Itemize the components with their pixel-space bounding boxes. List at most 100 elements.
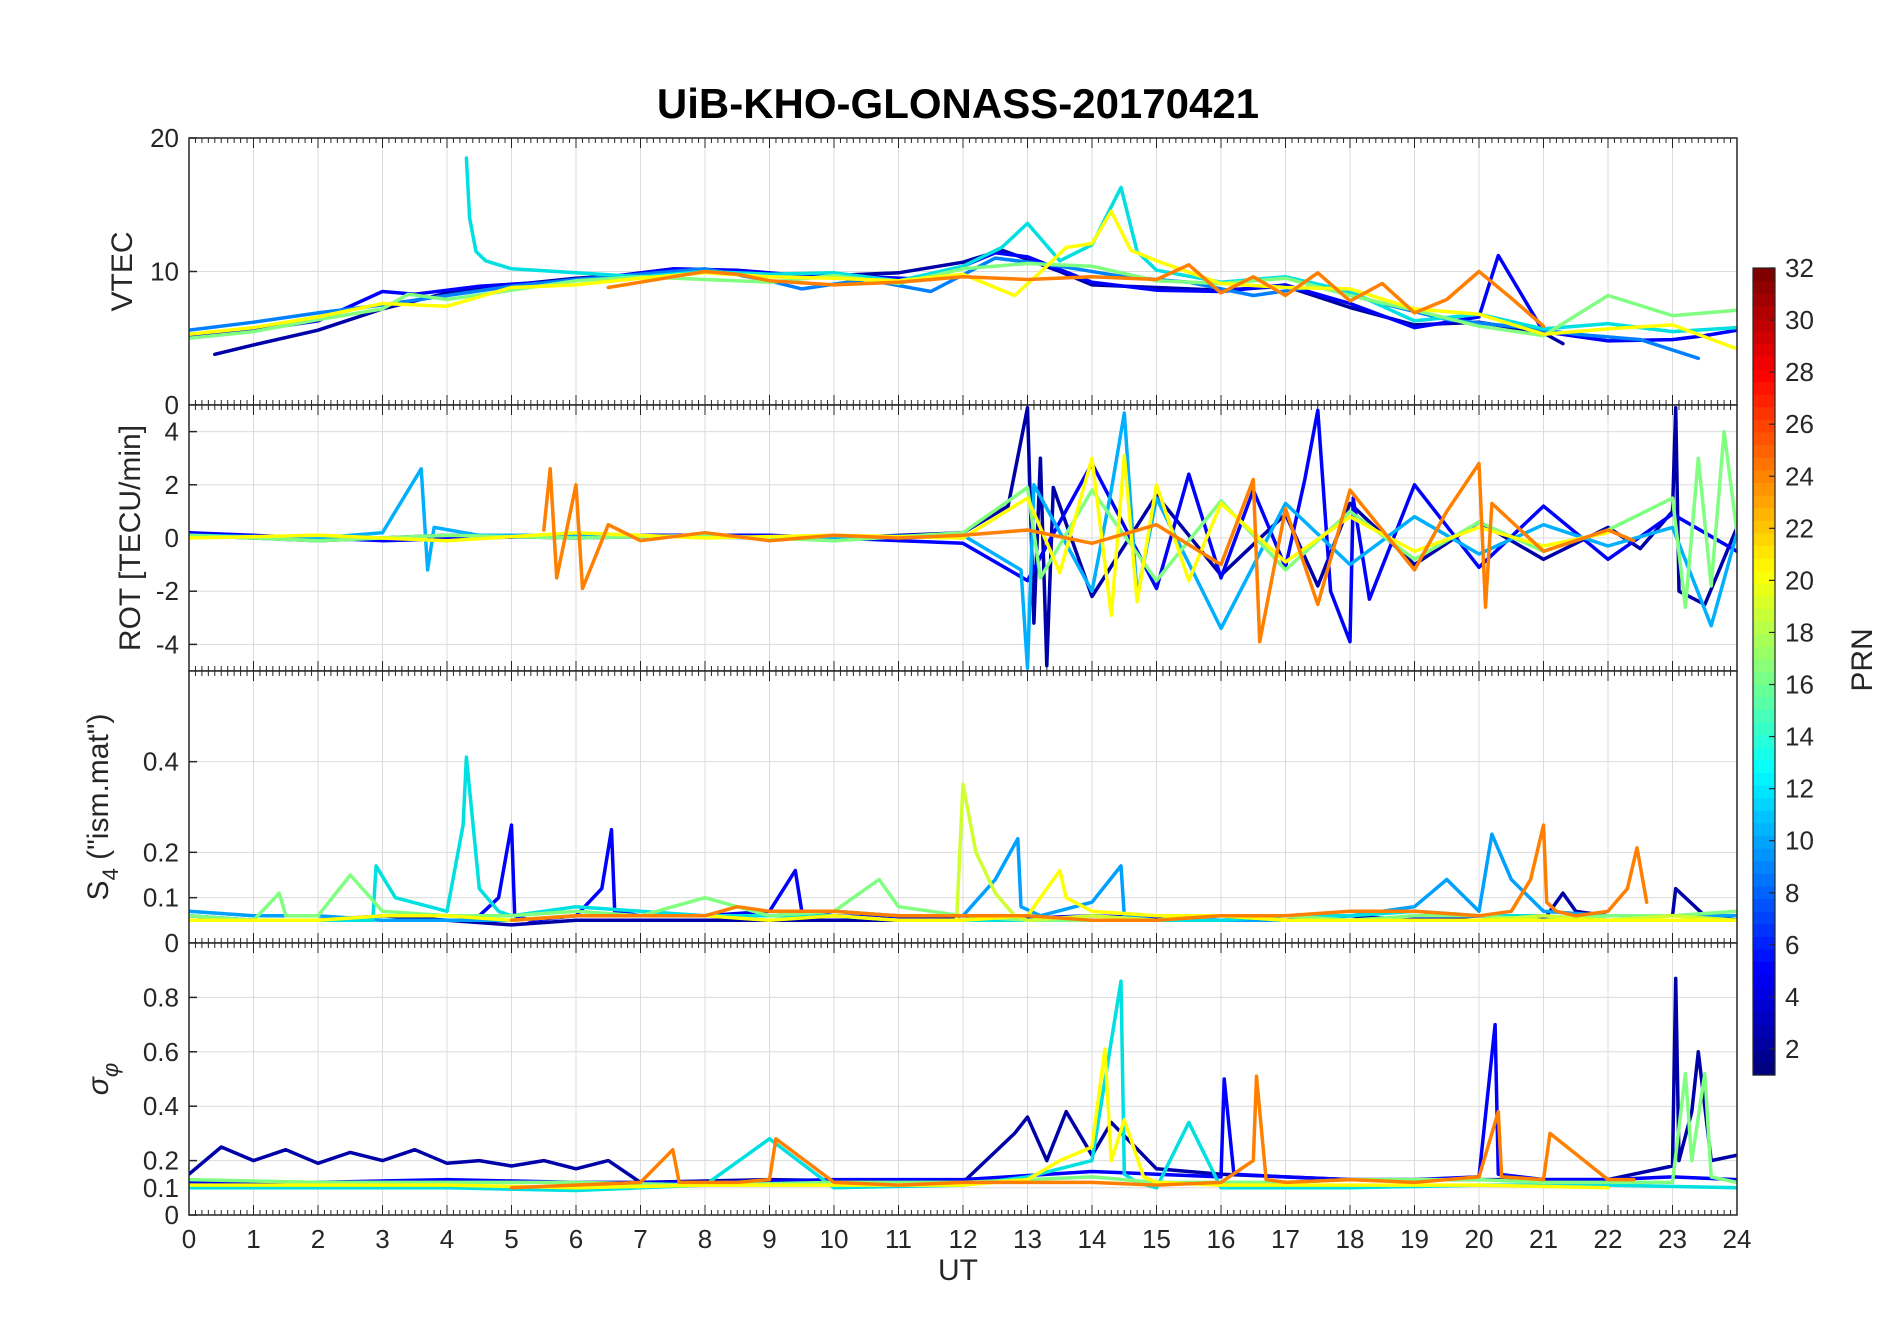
x-tick-label: 4 (440, 1224, 454, 1254)
colorbar-label: PRN (1846, 628, 1879, 691)
colorbar-swatch (1753, 419, 1775, 433)
x-tick-label: 22 (1594, 1224, 1623, 1254)
colorbar-swatch (1753, 494, 1775, 509)
colorbar-swatch (1753, 280, 1775, 294)
panel-sigma-phi: 00.10.2 0.4 0.6 0.8 σφ (82, 942, 1738, 1230)
x-axis-tick-labels: 0 1 2 3 4 5 6 7 8 9 10 11 12 13 14 15 16 17 18 19 20 21 22 23 24 (182, 1224, 1752, 1254)
x-tick-label: 11 (885, 1224, 912, 1254)
y-tick-label: 0.1 (143, 883, 179, 913)
colorbar-tick-label: 14 (1785, 722, 1814, 752)
y-tick-label: 20 (150, 123, 179, 153)
colorbar-swatch (1753, 747, 1775, 761)
colorbar-swatch (1753, 305, 1775, 320)
colorbar-swatch (1753, 583, 1775, 597)
series-prn-20 (189, 209, 1737, 351)
series-prn-17 (189, 873, 1737, 923)
colorbar-swatch (1753, 835, 1775, 849)
colorbar-swatch (1753, 431, 1775, 446)
x-tick-label: 14 (1078, 1224, 1107, 1254)
colorbar-swatch (1753, 293, 1775, 307)
colorbar-swatch (1753, 558, 1775, 572)
series-prn-2 (213, 248, 1565, 357)
colorbar-swatch (1753, 986, 1775, 1000)
x-tick-label: 5 (504, 1224, 518, 1254)
colorbar-swatch (1753, 948, 1775, 963)
x-tick-label: 8 (698, 1224, 712, 1254)
colorbar-swatch (1753, 444, 1775, 458)
x-tick-label: 24 (1723, 1224, 1752, 1254)
colorbar-swatch (1753, 1062, 1775, 1076)
colorbar-swatch (1753, 709, 1775, 723)
colorbar-swatch (1753, 343, 1775, 357)
colorbar-swatch (1753, 457, 1775, 471)
series-prn-2 (189, 976, 1737, 1185)
y-tick-label: 0.4 (143, 1091, 179, 1121)
x-tick-label: 15 (1142, 1224, 1171, 1254)
panel-frame (188, 942, 1738, 1216)
colorbar-swatch (1753, 318, 1775, 332)
colorbar-swatch (1753, 696, 1775, 710)
colorbar-swatch (1753, 848, 1775, 862)
colorbar-swatch (1753, 469, 1775, 483)
colorbar-swatch (1753, 646, 1775, 660)
colorbar-swatch (1753, 1024, 1775, 1038)
x-tick-label: 6 (569, 1224, 583, 1254)
y-tick-label: -2 (156, 576, 179, 606)
series-prn-24 (509, 823, 1649, 923)
x-tick-label: 3 (375, 1224, 389, 1254)
colorbar-tick-label: 30 (1785, 305, 1814, 335)
colorbar-tick-label: 26 (1785, 409, 1814, 439)
colorbar-swatch (1753, 608, 1775, 622)
y-tick-label: 0 (165, 390, 179, 420)
colorbar-tick-label: 18 (1785, 617, 1814, 647)
x-tick-label: 7 (633, 1224, 647, 1254)
colorbar-swatch (1753, 860, 1775, 874)
y-axis-label-main: S (82, 880, 115, 900)
y-axis-label: VTEC (106, 231, 139, 311)
colorbar-swatch (1753, 671, 1775, 685)
colorbar-swatch (1753, 822, 1775, 837)
colorbar-swatch (1753, 772, 1775, 786)
colorbar-swatch (1753, 974, 1775, 988)
y-tick-label: 0.8 (143, 982, 179, 1012)
colorbar-swatch (1753, 482, 1775, 496)
x-tick-label: 12 (949, 1224, 978, 1254)
panel-s4: 0 0.1 0.2 0.4 S4 ("ism.mat") (82, 670, 1738, 958)
series-group (189, 755, 1737, 927)
colorbar-swatch (1753, 721, 1775, 736)
x-tick-label: 1 (246, 1224, 260, 1254)
colorbar-swatch (1753, 810, 1775, 824)
series-group (189, 976, 1737, 1193)
colorbar-tick-label: 6 (1785, 930, 1799, 960)
series-group (189, 405, 1737, 671)
y-axis-label-main: σ (82, 1075, 115, 1095)
colorbar-frame (1752, 267, 1776, 1076)
colorbar-swatch (1753, 570, 1775, 584)
colorbar-swatch (1753, 734, 1775, 748)
series-prn-24 (509, 1074, 1636, 1190)
y-axis-label-sub: φ (98, 1063, 123, 1077)
y-tick-label: 0 (165, 1200, 179, 1230)
x-tick-label: 9 (762, 1224, 776, 1254)
y-tick-label: 0.4 (143, 747, 179, 777)
colorbar-tick-label: 2 (1785, 1034, 1799, 1064)
x-axis-label: UT (938, 1254, 978, 1287)
colorbar-swatch (1753, 684, 1775, 698)
colorbar-swatch (1753, 268, 1775, 282)
colorbar-swatch (1753, 936, 1775, 950)
colorbar-swatch (1753, 520, 1775, 534)
colorbar-tick-label: 12 (1785, 774, 1814, 804)
y-tick-label: -4 (156, 629, 179, 659)
x-tick-label: 0 (182, 1224, 196, 1254)
series-prn-24 (606, 263, 1546, 328)
x-tick-label: 19 (1400, 1224, 1429, 1254)
y-tick-label: 2 (165, 470, 179, 500)
colorbar-swatch (1753, 1037, 1775, 1051)
colorbar-swatch (1753, 507, 1775, 521)
panel-rot: -4 -2 0 2 4 ROT [TECU/min] (114, 404, 1738, 672)
y-tick-label: 0.2 (143, 1146, 179, 1176)
colorbar-swatch (1753, 658, 1775, 673)
y-tick-label: 0 (165, 928, 179, 958)
